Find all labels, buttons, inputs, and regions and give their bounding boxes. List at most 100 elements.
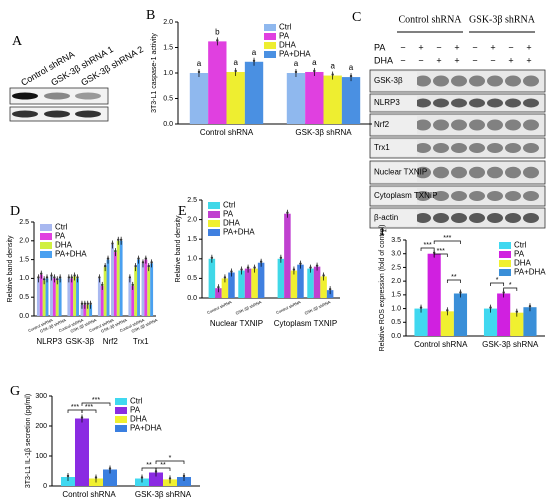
- bar: [414, 308, 428, 336]
- blot-band: [415, 166, 431, 179]
- significance-bracket: [155, 467, 171, 471]
- y-tick-label: 0.5: [391, 319, 401, 326]
- significance-text: *: [169, 455, 172, 462]
- legend-swatch: [40, 224, 52, 231]
- treatment-sign: +: [454, 55, 459, 65]
- bar: [251, 268, 258, 298]
- bar: [244, 61, 264, 124]
- data-dot: [131, 283, 134, 287]
- data-dot: [252, 59, 256, 62]
- bar: [286, 73, 306, 124]
- treatment-sign: +: [526, 42, 531, 52]
- blot-band: [433, 119, 449, 131]
- data-dot: [147, 264, 150, 268]
- legend-label: PA: [130, 406, 141, 415]
- treatment-label: PA: [374, 42, 385, 52]
- data-dot: [50, 274, 53, 277]
- y-tick-label: 1.0: [187, 256, 197, 263]
- significance-letter: a: [233, 58, 238, 67]
- blot-band: [415, 213, 431, 223]
- bar: [42, 280, 46, 316]
- blot-band: [75, 92, 101, 100]
- data-dot: [432, 251, 436, 254]
- treatment-sign: +: [490, 42, 495, 52]
- data-dot: [331, 73, 334, 76]
- significance-text: **: [160, 462, 166, 469]
- subgroup-label: Control shRNA: [275, 299, 302, 315]
- bar: [307, 268, 314, 298]
- blot-band: [505, 98, 521, 108]
- y-tick-label: 100: [35, 453, 47, 460]
- bar: [137, 259, 140, 316]
- data-dot: [53, 276, 56, 279]
- legend-label: PA+DHA: [130, 424, 162, 433]
- data-dot: [234, 69, 237, 73]
- bar: [221, 278, 229, 298]
- data-dot: [299, 262, 302, 265]
- blot-band: [469, 191, 485, 201]
- treatment-sign: +: [418, 42, 423, 52]
- blot-band: [487, 143, 503, 153]
- significance-text: ***: [424, 242, 432, 249]
- bar: [284, 213, 291, 298]
- bar: [80, 304, 84, 316]
- bar: [497, 293, 511, 336]
- data-dot: [223, 276, 227, 279]
- group-label: Control shRNA: [398, 14, 462, 25]
- blot-band: [523, 98, 539, 108]
- data-dot: [141, 261, 145, 264]
- bar: [128, 278, 132, 316]
- data-dot: [58, 276, 62, 279]
- data-dot: [89, 302, 92, 305]
- blot-band: [469, 98, 485, 108]
- legend-label: PA: [279, 32, 290, 41]
- data-dot: [459, 291, 462, 294]
- legend-swatch: [208, 229, 220, 236]
- blot-label-bg: [371, 188, 417, 204]
- treatment-sign: −: [400, 55, 405, 65]
- data-dot: [313, 69, 316, 73]
- y-tick-label: 0: [43, 483, 47, 490]
- data-dot: [76, 276, 79, 279]
- bar: [45, 278, 49, 316]
- data-dot: [86, 302, 89, 305]
- blot-band: [505, 119, 521, 131]
- blot-label-bg: [371, 140, 417, 156]
- data-dot: [70, 276, 73, 279]
- data-dot: [111, 242, 114, 245]
- panel-label: F: [380, 224, 388, 239]
- data-dot: [134, 264, 137, 268]
- legend-swatch: [208, 211, 220, 218]
- blot-label-bg: [371, 72, 417, 90]
- legend-swatch: [264, 24, 276, 31]
- y-tick-label: 1.5: [19, 256, 29, 263]
- y-tick-label: 1.0: [19, 275, 29, 282]
- data-dot: [419, 306, 423, 309]
- data-dot: [80, 302, 84, 305]
- blot-band: [505, 191, 521, 201]
- legend-swatch: [115, 407, 127, 414]
- blot-band: [487, 213, 503, 223]
- data-dot: [114, 249, 117, 253]
- blot-band: [12, 92, 38, 100]
- bar: [427, 253, 441, 336]
- blot-row-label: Nrf2: [374, 120, 390, 129]
- data-dot: [40, 272, 43, 275]
- data-dot: [108, 467, 112, 470]
- blot-band: [523, 75, 539, 87]
- blot-band: [523, 191, 539, 201]
- y-tick-label: 1.0: [163, 70, 173, 77]
- treatment-sign: −: [490, 55, 495, 65]
- y-tick-label: 2.5: [19, 219, 29, 226]
- blot-band: [75, 110, 101, 118]
- data-dot: [103, 264, 107, 268]
- bar: [297, 264, 304, 298]
- y-tick-label: 2.0: [163, 19, 173, 26]
- x-tick-label: GSK-3β shRNA: [295, 128, 352, 137]
- legend-label: PA+DHA: [279, 50, 311, 59]
- blot-band: [415, 119, 431, 131]
- bar: [290, 270, 298, 298]
- significance-bracket: [81, 402, 111, 406]
- blot-band: [415, 98, 431, 108]
- blot-band: [433, 143, 449, 153]
